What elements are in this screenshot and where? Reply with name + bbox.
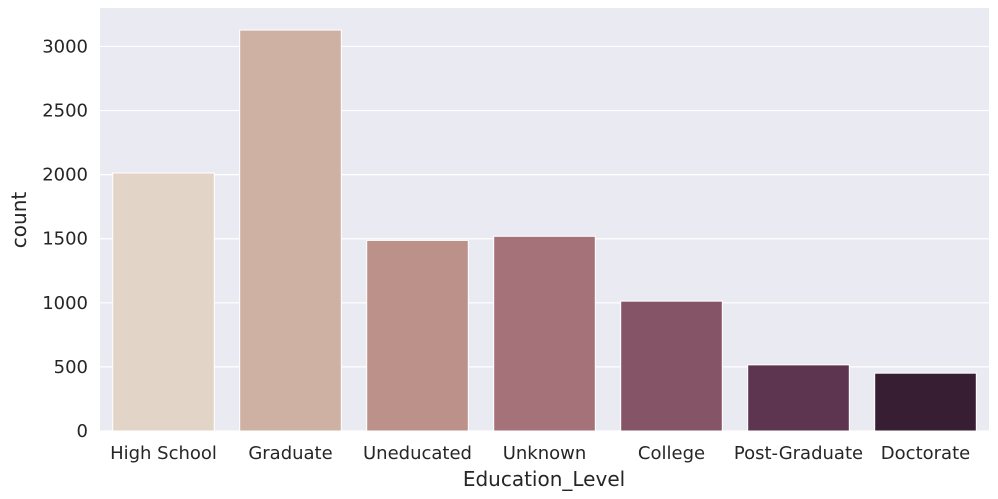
bar bbox=[112, 172, 215, 432]
bar bbox=[747, 364, 850, 432]
y-tick-labels: 0 500 1000 1500 2000 2500 3000 bbox=[42, 36, 88, 442]
bar bbox=[620, 300, 723, 432]
y-tick-label: 500 bbox=[54, 357, 88, 378]
y-axis-label: count bbox=[7, 192, 31, 249]
y-tick-label: 2000 bbox=[42, 165, 88, 186]
bar bbox=[493, 235, 596, 432]
x-axis-label: Education_Level bbox=[463, 467, 625, 491]
bar bbox=[239, 29, 342, 432]
x-tick-label: College bbox=[638, 443, 705, 464]
y-tick-label: 3000 bbox=[42, 36, 88, 57]
x-tick-label: Doctorate bbox=[881, 443, 970, 464]
bar bbox=[874, 372, 977, 432]
y-tick-label: 1500 bbox=[42, 229, 88, 250]
x-tick-label: Uneducated bbox=[363, 443, 472, 464]
x-tick-label: High School bbox=[110, 443, 217, 464]
x-tick-label: Unknown bbox=[503, 443, 587, 464]
bar bbox=[366, 239, 469, 432]
y-tick-label: 2500 bbox=[42, 101, 88, 122]
x-tick-label: Post-Graduate bbox=[734, 443, 863, 464]
y-tick-label: 1000 bbox=[42, 293, 88, 314]
x-tick-labels: High School Graduate Uneducated Unknown Coll… bbox=[110, 443, 970, 464]
x-tick-label: Graduate bbox=[248, 443, 332, 464]
bars bbox=[112, 29, 977, 432]
y-tick-label: 0 bbox=[77, 421, 88, 442]
